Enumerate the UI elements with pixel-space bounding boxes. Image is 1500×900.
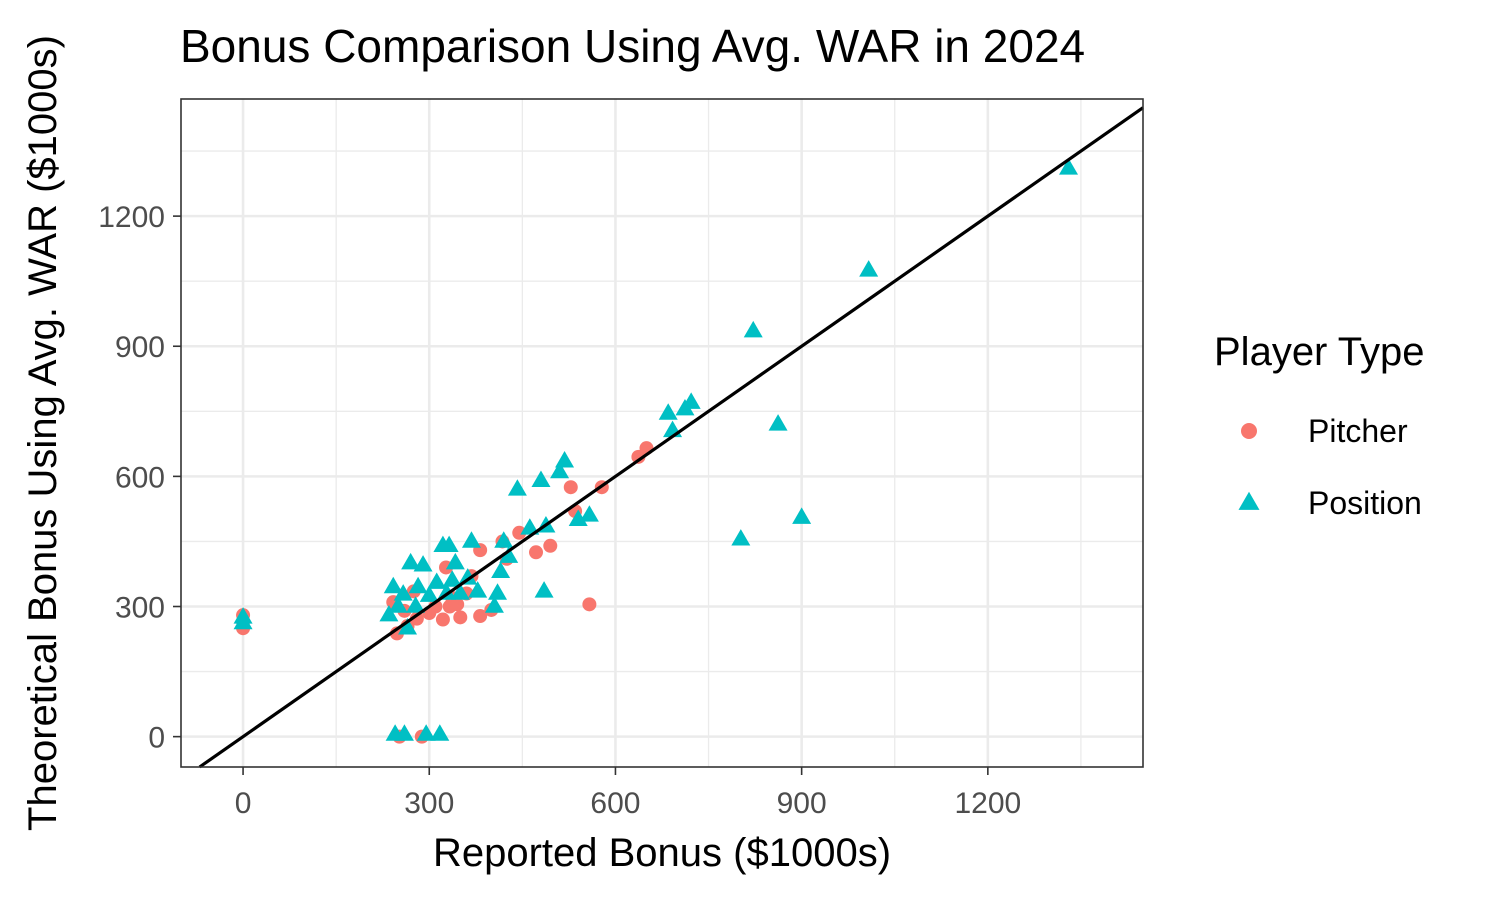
point-position — [550, 461, 570, 479]
point-position — [555, 450, 575, 468]
point-pitcher — [529, 545, 544, 560]
major-gridlines — [181, 99, 1143, 767]
plot-panel — [181, 99, 1143, 767]
point-position — [442, 570, 462, 587]
point-pitcher — [473, 609, 488, 624]
x-tick-label: 1200 — [954, 787, 1021, 820]
point-pitcher — [435, 612, 450, 627]
y-tick-label: 900 — [115, 331, 165, 364]
legend-key-pitcher — [1241, 423, 1257, 439]
point-position — [233, 612, 253, 630]
legend: Player Type Pitcher Position — [1214, 330, 1425, 521]
point-position — [520, 518, 540, 535]
point-pitcher — [512, 525, 527, 540]
point-position — [468, 581, 488, 598]
legend-items: Pitcher Position — [1238, 413, 1422, 521]
point-position — [437, 583, 457, 600]
point-position — [658, 403, 678, 420]
point-position — [859, 260, 879, 277]
point-position — [731, 529, 751, 546]
y-axis-title: Theoretical Bonus Using Avg. WAR ($1000s… — [21, 35, 65, 831]
point-position — [743, 320, 763, 338]
reference-line-y-equals-x — [198, 106, 1144, 769]
x-tick-label: 900 — [777, 787, 827, 820]
point-position — [427, 572, 447, 589]
y-tick-label: 1200 — [98, 201, 165, 234]
point-position — [393, 584, 413, 601]
point-position — [499, 546, 519, 563]
point-position — [450, 583, 470, 600]
point-pitcher — [563, 480, 578, 495]
point-position — [681, 392, 701, 409]
point-position — [534, 581, 554, 598]
legend-key-position — [1238, 491, 1260, 510]
point-pitcher — [543, 538, 558, 553]
x-tick-label: 0 — [235, 787, 252, 820]
point-position — [768, 414, 788, 431]
point-position — [1059, 158, 1079, 175]
point-position — [394, 724, 414, 741]
point-position — [507, 479, 527, 496]
y-tick-label: 0 — [148, 722, 165, 755]
point-position — [484, 596, 504, 613]
point-position — [579, 505, 599, 522]
point-position — [461, 531, 481, 548]
point-position — [419, 585, 439, 602]
legend-title: Player Type — [1214, 330, 1425, 374]
y-tick-label: 600 — [115, 461, 165, 494]
point-pitcher — [409, 611, 424, 626]
point-position — [531, 470, 551, 487]
x-axis: 0 300 600 900 1200 — [235, 767, 1021, 820]
legend-label-pitcher: Pitcher — [1308, 413, 1408, 449]
point-position — [388, 596, 408, 613]
point-pitcher — [450, 597, 465, 612]
x-axis-title: Reported Bonus ($1000s) — [433, 831, 891, 875]
y-tick-label: 300 — [115, 592, 165, 625]
point-position — [439, 535, 459, 553]
point-position — [488, 583, 508, 600]
point-position — [458, 568, 478, 585]
point-position — [379, 604, 399, 622]
point-position — [416, 724, 436, 741]
point-position — [445, 552, 465, 570]
point-position — [568, 509, 588, 527]
x-tick-label: 600 — [590, 787, 640, 820]
point-pitcher — [453, 610, 468, 625]
point-position — [398, 617, 418, 635]
point-position — [413, 555, 433, 572]
point-position — [383, 576, 403, 594]
legend-label-position: Position — [1308, 485, 1422, 521]
point-position — [491, 561, 511, 579]
point-position — [401, 552, 421, 570]
point-position — [792, 507, 812, 524]
y-axis: 0 300 600 900 1200 — [98, 201, 181, 755]
point-position — [430, 724, 450, 741]
plot-panel-border — [180, 98, 1144, 768]
point-position — [494, 531, 514, 548]
point-position — [408, 576, 428, 594]
chart-title: Bonus Comparison Using Avg. WAR in 2024 — [180, 20, 1085, 72]
point-position — [406, 596, 426, 613]
point-pitcher — [582, 597, 597, 612]
x-tick-label: 300 — [404, 787, 454, 820]
minor-gridlines — [181, 99, 1143, 767]
